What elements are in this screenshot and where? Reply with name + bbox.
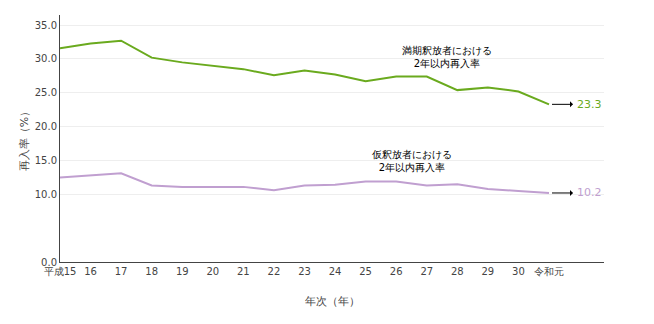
- svg-text:20.0: 20.0: [35, 121, 57, 132]
- svg-text:25.0: 25.0: [35, 87, 57, 98]
- svg-text:15.0: 15.0: [35, 155, 57, 166]
- svg-text:平成15: 平成15: [44, 266, 77, 277]
- svg-text:年次（年）: 年次（年）: [305, 295, 360, 308]
- svg-text:18: 18: [145, 266, 158, 277]
- svg-text:35.0: 35.0: [35, 20, 57, 31]
- svg-text:16: 16: [84, 266, 97, 277]
- svg-text:0.0: 0.0: [41, 257, 57, 268]
- svg-text:29: 29: [482, 266, 495, 277]
- svg-text:22: 22: [268, 266, 281, 277]
- svg-text:27: 27: [420, 266, 433, 277]
- svg-text:10.2: 10.2: [577, 186, 602, 199]
- svg-text:20: 20: [206, 266, 219, 277]
- svg-text:10.0: 10.0: [35, 189, 57, 200]
- svg-text:23: 23: [298, 266, 311, 277]
- svg-text:30: 30: [512, 266, 525, 277]
- svg-text:再入率（%）: 再入率（%）: [18, 106, 31, 171]
- svg-text:30.0: 30.0: [35, 53, 57, 64]
- svg-text:23.3: 23.3: [577, 98, 602, 111]
- svg-text:令和元: 令和元: [534, 266, 564, 277]
- svg-text:19: 19: [176, 266, 189, 277]
- svg-text:28: 28: [451, 266, 464, 277]
- svg-text:17: 17: [115, 266, 128, 277]
- svg-text:26: 26: [390, 266, 403, 277]
- svg-text:仮釈放者における2年以内再入率: 仮釈放者における2年以内再入率: [372, 149, 452, 173]
- svg-text:21: 21: [237, 266, 250, 277]
- svg-text:24: 24: [329, 266, 342, 277]
- svg-text:満期釈放者における2年以内再入率: 満期釈放者における2年以内再入率: [402, 45, 492, 69]
- svg-text:25: 25: [359, 266, 372, 277]
